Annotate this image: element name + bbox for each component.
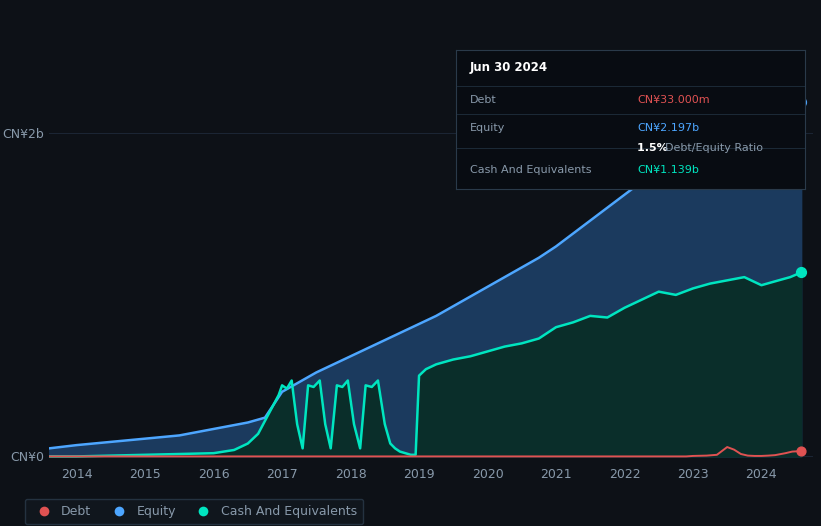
Point	[795, 97, 808, 106]
Text: Cash And Equivalents: Cash And Equivalents	[470, 165, 591, 175]
Point	[795, 447, 808, 456]
Text: Equity: Equity	[470, 123, 505, 133]
Point	[795, 268, 808, 277]
Text: CN¥2.197b: CN¥2.197b	[637, 123, 699, 133]
Legend: Debt, Equity, Cash And Equivalents: Debt, Equity, Cash And Equivalents	[25, 499, 363, 524]
Text: CN¥1.139b: CN¥1.139b	[637, 165, 699, 175]
Text: Debt: Debt	[470, 95, 497, 105]
Text: Jun 30 2024: Jun 30 2024	[470, 61, 548, 74]
Text: 1.5%: 1.5%	[637, 143, 672, 153]
Text: CN¥33.000m: CN¥33.000m	[637, 95, 709, 105]
Text: Debt/Equity Ratio: Debt/Equity Ratio	[665, 143, 763, 153]
